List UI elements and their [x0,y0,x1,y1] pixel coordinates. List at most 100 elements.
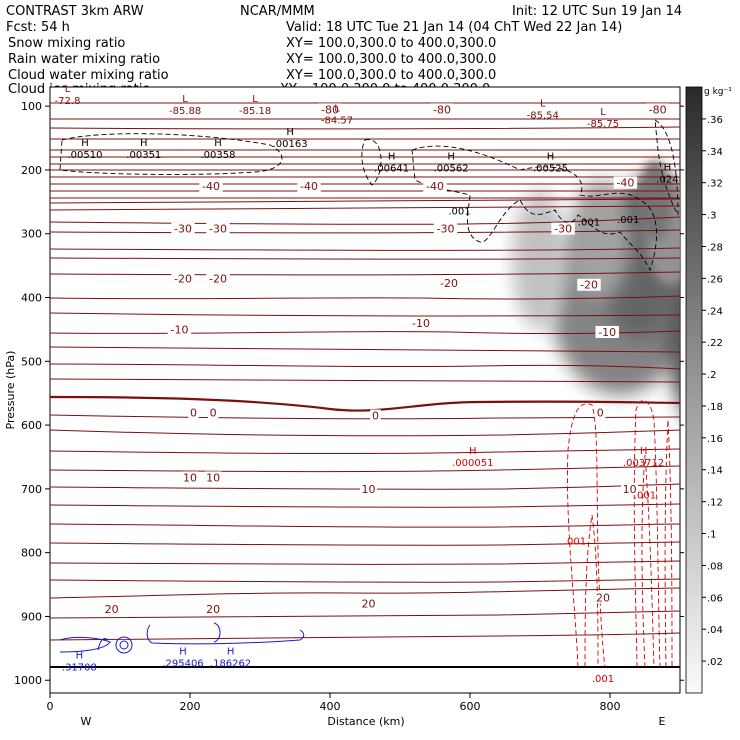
temp-label: -40 [202,180,220,193]
temp-label: -30 [437,223,455,236]
ice-contour-labels: .001 .001 .001 [448,207,639,229]
temp-label: -80 [433,103,451,116]
temp-label: 10 [362,483,376,496]
extremum-value: .00358 [201,150,236,161]
extremum-kind: H [140,138,148,149]
extremum-kind: L [540,99,546,110]
extremum-value: .00510 [68,150,103,161]
extremum-value: .024 [656,174,678,185]
colorbar-tick-label: .22 [707,338,723,349]
extremum-value: -85.54 [527,111,559,122]
y-tick-label: 700 [21,483,42,496]
temp-label: -20 [440,277,458,290]
snow-blob [570,180,630,300]
rain-contour-labels: .001 .001 .001 [564,490,656,685]
temp-label: 20 [596,591,610,604]
extremum-kind: L [334,104,340,115]
extremum-value: .003712 [623,458,664,469]
temp-label-bg [360,597,377,610]
extremum-value: .00351 [126,150,161,161]
extremum-value: .186262 [210,658,251,669]
extremum-kind: H [214,138,222,149]
colorbar: g kg⁻¹ .36 .34 .32 .3 .28 .26 .24 .22 .2 .18 .16 .1… [685,86,732,694]
temp-label: 10 [183,471,197,484]
colorbar-tick-label: .3 [707,211,717,222]
x-tick-label: 200 [180,700,201,713]
extremum-kind: L [182,94,188,105]
cloud-water-contour [59,636,111,653]
temp-label-bg [433,222,458,235]
y-tick-label: 600 [21,419,42,432]
extremum-kind: L [252,94,258,105]
colorbar-tick-label: .12 [707,498,723,509]
extremum-value: -72.8 [55,96,81,107]
rain-contour [566,403,606,668]
y-tick-label: 400 [21,292,42,305]
temp-label: 0 [190,406,197,419]
isotherm-line [50,414,680,420]
temp-label: -10 [598,326,616,339]
extremum-kind: H [227,646,235,657]
isotherm-line [50,610,680,619]
temp-label-bg [318,103,342,116]
temp-label: -30 [174,223,192,236]
extremum-kind: H [81,138,89,149]
y-tick-label: 900 [21,610,42,623]
isotherm-line [50,560,680,565]
isotherm-line [50,429,680,437]
field-name-snow: Snow mixing ratio [8,36,125,51]
isotherm-line [50,503,680,508]
y-tick-label: 200 [21,164,42,177]
temp-label-bg [199,179,223,192]
extremum-kind: H [640,446,648,457]
ice-contour-label: .001 [578,217,600,228]
extremum-kind: L [600,107,606,118]
temp-label-bg [188,406,199,419]
extremum-kind: H [179,646,187,657]
temp-label: -20 [209,272,227,285]
extremum-value: -84.57 [321,116,353,127]
temp-label: 10 [623,483,637,496]
temp-label-bg [297,179,321,192]
cloud-water-contour [115,636,133,654]
colorbar-tick-label: .34 [707,147,723,158]
temp-label-bg [594,406,606,419]
rain-contour [584,514,599,668]
init-time: Init: 12 UTC Sun 19 Jan 14 [512,4,682,19]
org-title: NCAR/MMM [240,4,315,19]
rain-contour-label: .001 [592,674,614,685]
extremum-kind: H [547,151,555,162]
colorbar-ticks: .36 .34 .32 .3 .28 .26 .24 .22 .2 .18 .16 .14 .12 .1.… [702,115,723,668]
cloud-water-contour [213,622,221,643]
temp-label: 20 [105,603,119,616]
forecast-hour: Fcst: 54 h [6,20,70,35]
colorbar-tick-label: .1 [707,530,717,541]
temp-label-bg [103,602,121,615]
x-tick-label: 0 [47,700,54,713]
west-label: W [81,715,92,728]
isotherm-line [50,523,680,528]
temp-label-bg [181,471,199,484]
colorbar-tick-label: .08 [707,561,723,572]
extremum-value: .00525 [533,163,568,174]
temp-label: -80 [321,103,339,116]
isotherm-line [50,247,680,251]
isotherm-line [50,632,680,641]
cloud-water-contour [97,637,109,651]
temp-label: -10 [412,317,430,330]
temp-label: -30 [209,223,227,236]
temp-label: -80 [649,103,667,116]
model-title: CONTRAST 3km ARW [6,4,144,19]
temp-label: 20 [206,603,220,616]
cloud-water-contour [119,640,129,650]
x-tick-label: 800 [600,700,621,713]
temp-label: 0 [372,410,379,423]
field-name-rain: Rain water mixing ratio [8,52,160,67]
y-tick-label: 300 [21,228,42,241]
cloud-water-contours [59,622,305,654]
colorbar-scale [685,86,703,694]
plot-frame [49,86,681,694]
colorbar-tick-label: .36 [707,115,723,126]
